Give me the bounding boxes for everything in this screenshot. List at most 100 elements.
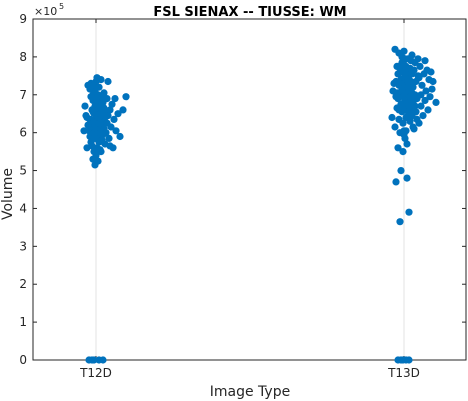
data-point: [392, 178, 400, 186]
data-point: [97, 148, 105, 156]
data-point: [111, 95, 119, 103]
data-point: [406, 113, 414, 122]
data-point: [428, 85, 436, 93]
data-point: [89, 108, 97, 116]
y-axis-label: Volume: [0, 168, 16, 220]
data-point: [119, 106, 127, 114]
data-point: [112, 127, 120, 135]
data-point: [90, 356, 98, 364]
data-point: [94, 157, 102, 165]
data-point: [412, 108, 420, 116]
data-point: [399, 119, 407, 127]
data-point: [419, 112, 427, 120]
data-point: [86, 85, 94, 93]
data-point: [424, 106, 432, 114]
data-point: [414, 55, 422, 63]
data-point: [409, 123, 417, 131]
data-point: [398, 53, 406, 61]
data-point: [432, 98, 440, 106]
data-point: [104, 77, 112, 86]
data-point: [84, 121, 92, 129]
data-point: [393, 62, 401, 70]
data-point: [407, 77, 415, 86]
data-point: [394, 144, 402, 152]
data-point: [92, 151, 100, 159]
y-tick-label: 1: [19, 315, 27, 329]
data-point: [400, 47, 408, 55]
data-point: [404, 83, 412, 91]
data-point: [106, 106, 114, 114]
data-point: [409, 83, 417, 91]
data-point: [392, 93, 400, 101]
data-point: [408, 51, 416, 59]
data-point: [106, 142, 114, 150]
data-point: [403, 174, 411, 182]
x-axis-label: Image Type: [210, 384, 290, 400]
data-point: [405, 208, 413, 216]
plot-background: [33, 19, 466, 360]
x-tick-label: T12D: [79, 366, 112, 380]
data-point: [97, 76, 105, 84]
data-point: [400, 131, 408, 139]
y-exponent-base: ×10: [34, 5, 57, 18]
data-point: [122, 93, 130, 101]
y-tick-label: 5: [19, 164, 27, 178]
y-tick-label: 0: [19, 353, 27, 367]
data-point: [399, 148, 407, 156]
y-tick-label: 2: [19, 277, 27, 291]
data-point: [101, 112, 109, 120]
data-point: [110, 115, 118, 123]
data-point: [80, 127, 88, 135]
data-point: [410, 66, 418, 74]
data-point: [421, 57, 429, 65]
chart-title: FSL SIENAX -- TIUSSE: WM: [153, 5, 346, 20]
data-point: [429, 77, 437, 86]
data-point: [395, 106, 403, 114]
data-point: [114, 110, 122, 118]
data-point: [422, 87, 430, 95]
data-point: [83, 144, 91, 152]
plot-frame: [32, 18, 467, 361]
data-point: [403, 140, 411, 148]
data-point: [418, 81, 426, 89]
y-tick-label: 6: [19, 126, 27, 140]
y-tick-label: 9: [19, 12, 27, 26]
data-point: [410, 95, 418, 103]
data-point: [396, 218, 404, 226]
data-point: [102, 129, 110, 137]
y-tick-label: 8: [19, 50, 27, 64]
data-point: [98, 93, 106, 101]
data-point: [427, 68, 435, 76]
data-point: [391, 123, 399, 131]
data-point: [426, 93, 434, 101]
data-point: [405, 356, 413, 364]
plot-area: 0 1 2 3 4 5 6 7 8 9 T12D T13D: [19, 12, 467, 380]
data-point: [99, 356, 107, 364]
data-point: [413, 115, 421, 123]
data-point: [81, 102, 89, 110]
data-point: [116, 132, 124, 141]
data-point: [417, 91, 425, 99]
data-point: [93, 96, 101, 105]
data-point: [416, 62, 424, 70]
y-tick-label: 3: [19, 239, 27, 253]
data-point: [95, 83, 103, 91]
y-tick-label: 4: [19, 201, 27, 215]
data-point: [108, 100, 116, 108]
data-point: [105, 134, 113, 142]
data-point: [107, 123, 115, 131]
x-tick-label: T13D: [387, 366, 420, 380]
data-point: [389, 87, 397, 95]
data-point: [411, 102, 419, 110]
data-point: [397, 167, 405, 175]
data-point: [421, 96, 429, 105]
data-point: [96, 119, 104, 127]
y-exponent-power: 5: [59, 2, 64, 11]
data-point: [415, 74, 423, 82]
data-point: [390, 79, 398, 87]
data-point: [417, 102, 425, 110]
y-tick-label: 7: [19, 88, 27, 102]
data-point: [388, 113, 396, 122]
